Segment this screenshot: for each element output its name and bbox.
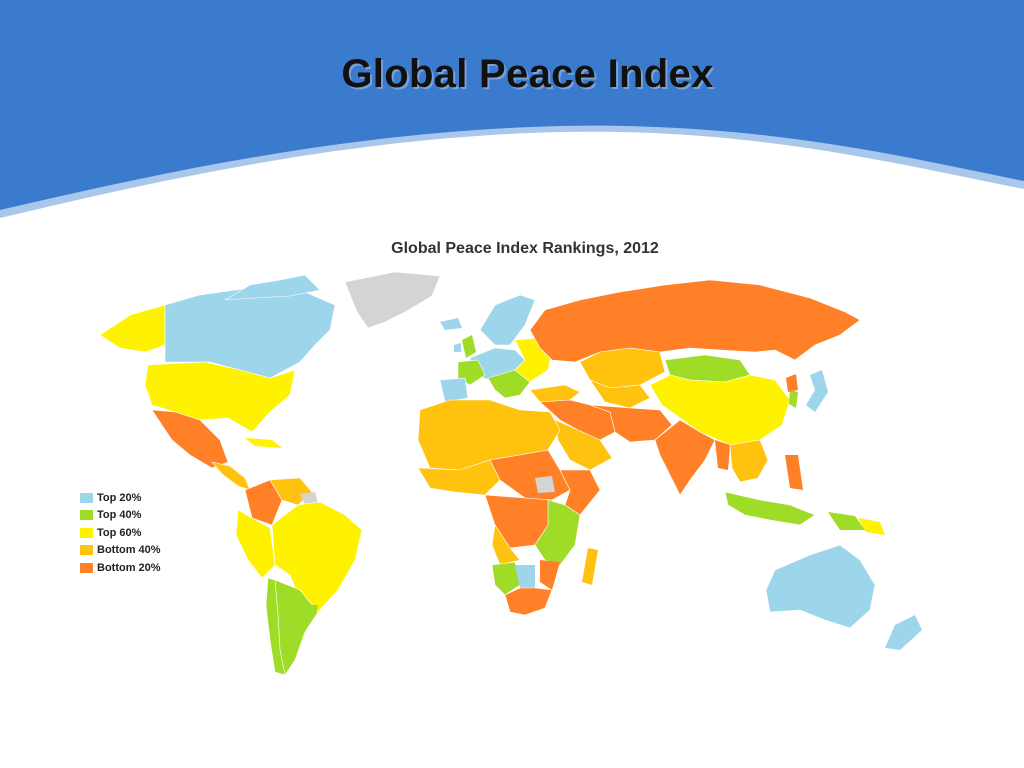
region-central-america [211, 461, 251, 491]
legend-swatch [80, 492, 93, 503]
region-india [654, 419, 716, 496]
region-philippines [785, 455, 803, 490]
region-papua [828, 512, 865, 530]
slide-title: Global Peace Index [341, 52, 714, 96]
region-guianas [300, 492, 318, 505]
legend-label: Top 60% [97, 526, 142, 539]
region-png [858, 518, 885, 535]
legend-swatch [80, 545, 93, 556]
legend-label: Top 40% [97, 509, 142, 522]
region-greenland [344, 271, 441, 329]
region-east-africa [534, 499, 581, 566]
region-west-africa [417, 459, 501, 496]
region-cuba [245, 438, 282, 448]
legend-item-bottom-20: Bottom 20% [80, 559, 161, 577]
legend-item-top-40: Top 40% [80, 507, 161, 525]
region-china [649, 374, 791, 446]
region-arabia [554, 419, 613, 471]
header-banner [0, 0, 1024, 218]
region-colombia [244, 479, 283, 526]
region-korea [789, 390, 798, 408]
region-peru [235, 509, 276, 579]
region-scandinavia [479, 294, 536, 346]
region-brazil [271, 501, 363, 613]
region-usa [144, 361, 296, 433]
region-namibia [491, 561, 521, 596]
region-iberia [439, 377, 469, 403]
map-legend: Top 20% Top 40% Top 60% Bottom 40% Botto… [80, 489, 161, 577]
legend-swatch [80, 562, 93, 573]
legend-label: Top 20% [97, 491, 142, 504]
region-central-asia [589, 379, 651, 409]
region-north-korea [786, 374, 798, 392]
region-mozambique [540, 560, 560, 590]
legend-item-top-60: Top 60% [80, 524, 161, 542]
region-indonesia [724, 491, 816, 526]
region-madagascar [582, 548, 598, 585]
region-russia [529, 279, 861, 363]
region-iceland [440, 318, 462, 330]
region-new-zealand [885, 615, 922, 650]
legend-swatch [80, 527, 93, 538]
region-south-africa [504, 587, 553, 616]
region-uruguay [305, 605, 318, 615]
map-title: Global Peace Index Rankings, 2012 [391, 240, 659, 257]
region-arctic-islands [224, 274, 321, 301]
region-sudan-no-data [535, 476, 555, 493]
header-wave-fill [0, 0, 1024, 210]
region-alaska [99, 304, 166, 353]
legend-label: Bottom 40% [97, 544, 161, 557]
region-myanmar [715, 440, 730, 470]
region-australia [765, 544, 876, 629]
world-map [99, 271, 922, 676]
region-mexico [151, 409, 229, 469]
region-ireland [454, 343, 461, 352]
legend-item-bottom-40: Bottom 40% [80, 542, 161, 560]
legend-item-top-20: Top 20% [80, 489, 161, 507]
region-japan [806, 370, 828, 412]
region-indochina [729, 439, 769, 483]
region-chile [265, 577, 286, 676]
region-turkey [529, 384, 581, 403]
legend-swatch [80, 510, 93, 521]
legend-label: Bottom 20% [97, 561, 161, 574]
region-botswana [515, 565, 535, 588]
region-uk [462, 335, 476, 358]
